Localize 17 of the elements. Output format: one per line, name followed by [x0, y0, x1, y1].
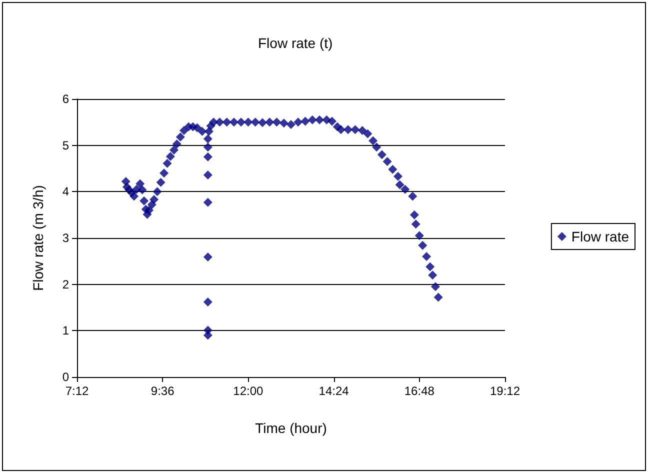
chart-title: Flow rate (t) [258, 35, 333, 51]
x-tick-label: 7:12 [65, 384, 89, 398]
x-tick-label: 12:00 [233, 384, 264, 398]
x-tick-label: 14:24 [318, 384, 350, 398]
y-tick-label: 3 [62, 231, 70, 245]
y-tick-label: 5 [62, 138, 70, 152]
x-tick-label: 9:36 [150, 384, 175, 398]
y-tick-label: 6 [62, 92, 70, 106]
y-tick-label: 2 [62, 277, 70, 292]
legend-label: Flow rate [571, 228, 630, 244]
y-axis-title: Flow rate (m 3/h) [30, 185, 46, 291]
x-axis-title: Time (hour) [255, 420, 327, 436]
x-tick-label: 19:12 [490, 384, 520, 398]
y-tick-label: 1 [62, 324, 70, 338]
y-tick-label: 4 [62, 184, 70, 199]
x-tick-label: 16:48 [404, 384, 435, 398]
y-tick-label: 0 [62, 370, 70, 384]
